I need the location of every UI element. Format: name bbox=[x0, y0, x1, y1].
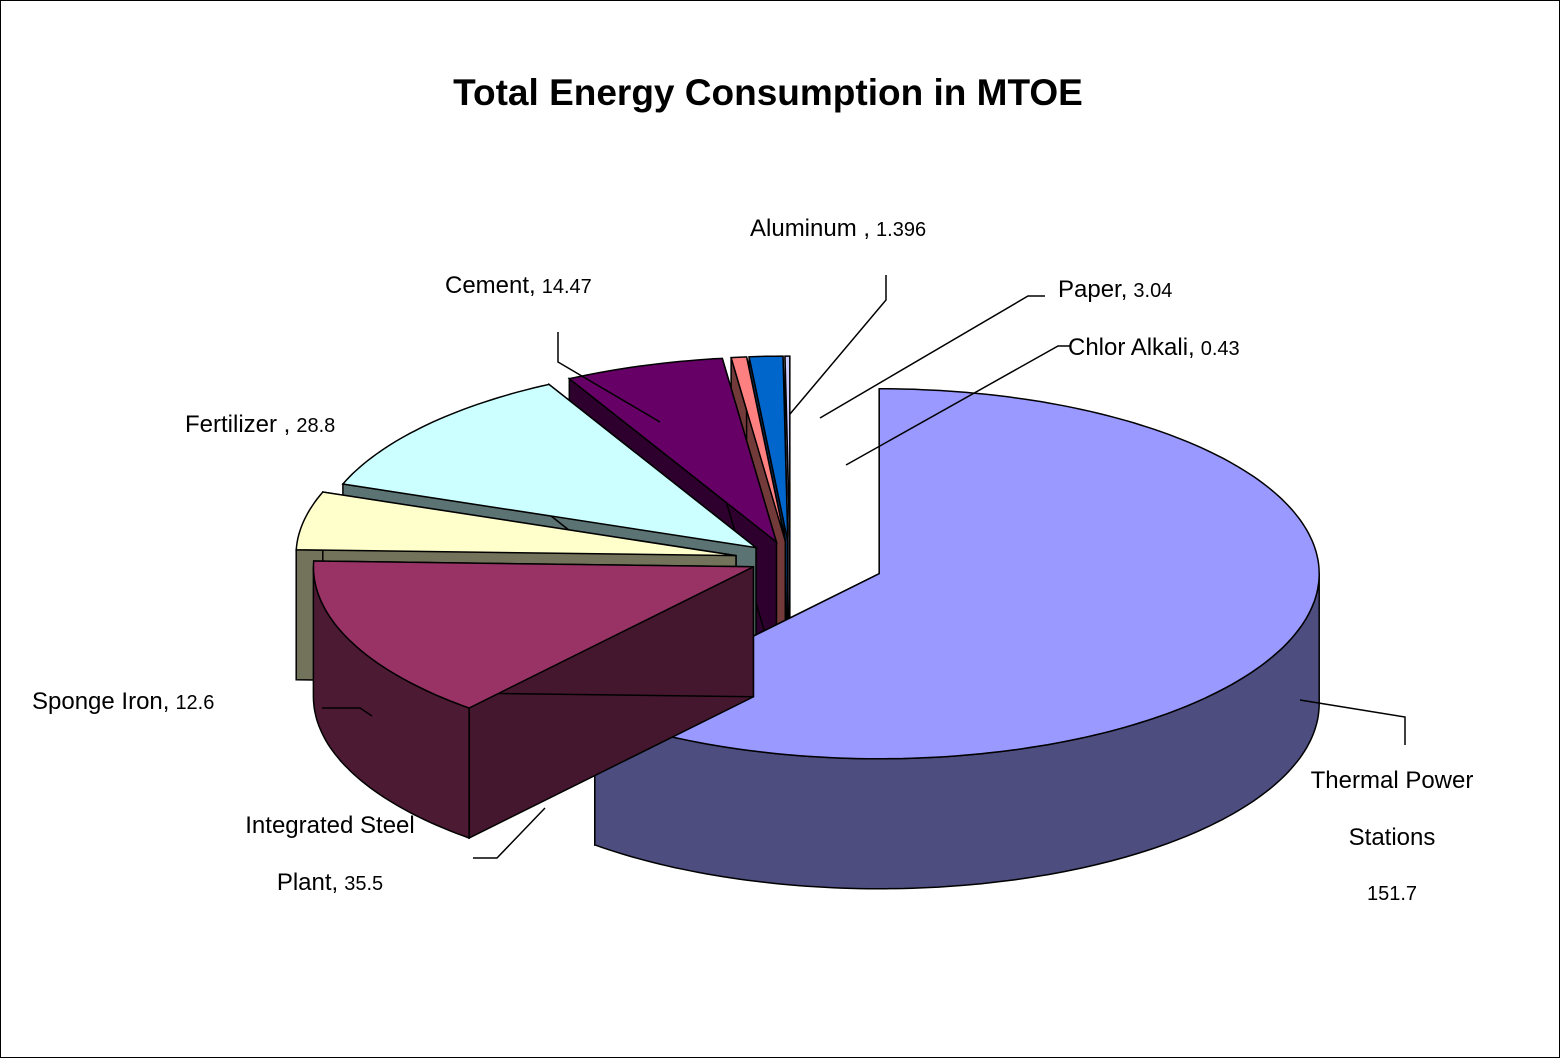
data-label: Chlor Alkali, 0.43 bbox=[1068, 319, 1240, 378]
category-name: Chlor Alkali, bbox=[1068, 334, 1195, 361]
leader-line bbox=[819, 295, 1045, 419]
leader-line bbox=[789, 275, 887, 415]
leader-line bbox=[557, 332, 661, 423]
leader-line bbox=[322, 707, 373, 717]
value-label: 1.396 bbox=[876, 219, 927, 241]
category-name: Sponge Iron, bbox=[32, 688, 170, 715]
data-label: Aluminum , 1.396 bbox=[750, 200, 926, 259]
category-name: Thermal Power Stations bbox=[1310, 767, 1474, 851]
leader-line bbox=[1299, 699, 1406, 745]
data-label: Fertilizer , 28.8 bbox=[185, 396, 335, 455]
value-label: 28.8 bbox=[296, 415, 336, 437]
slice-top bbox=[312, 560, 754, 709]
leader-line bbox=[845, 345, 1070, 466]
leader-line bbox=[473, 807, 546, 859]
slice-top bbox=[295, 491, 737, 557]
category-name: Paper, bbox=[1058, 276, 1128, 303]
value-label: 3.04 bbox=[1133, 280, 1173, 302]
slice-top bbox=[592, 387, 1320, 760]
category-name: Integrated Steel Plant, bbox=[245, 812, 415, 896]
chart-title: Total Energy Consumption in MTOE bbox=[453, 72, 1083, 113]
slice-top bbox=[341, 383, 759, 549]
data-label: Paper, 3.04 bbox=[1058, 261, 1172, 320]
value-label: 151.7 bbox=[1366, 883, 1418, 905]
value-label: 14.47 bbox=[541, 276, 592, 298]
category-name: Aluminum , bbox=[750, 215, 871, 242]
data-label: Thermal Power Stations 151.7 bbox=[1272, 752, 1512, 923]
slice-top bbox=[748, 355, 789, 542]
slice-top bbox=[784, 355, 791, 542]
data-label: Sponge Iron, 12.6 bbox=[32, 673, 214, 732]
data-label: Cement, 14.47 bbox=[445, 257, 592, 316]
data-label: Integrated Steel Plant, 35.5 bbox=[200, 797, 460, 913]
slice-top bbox=[567, 357, 778, 545]
category-name: Fertilizer , bbox=[185, 411, 291, 438]
value-label: 35.5 bbox=[344, 873, 384, 895]
value-label: 0.43 bbox=[1200, 338, 1240, 360]
category-name: Cement, bbox=[445, 272, 536, 299]
slice-top bbox=[730, 356, 787, 542]
value-label: 12.6 bbox=[175, 692, 215, 714]
